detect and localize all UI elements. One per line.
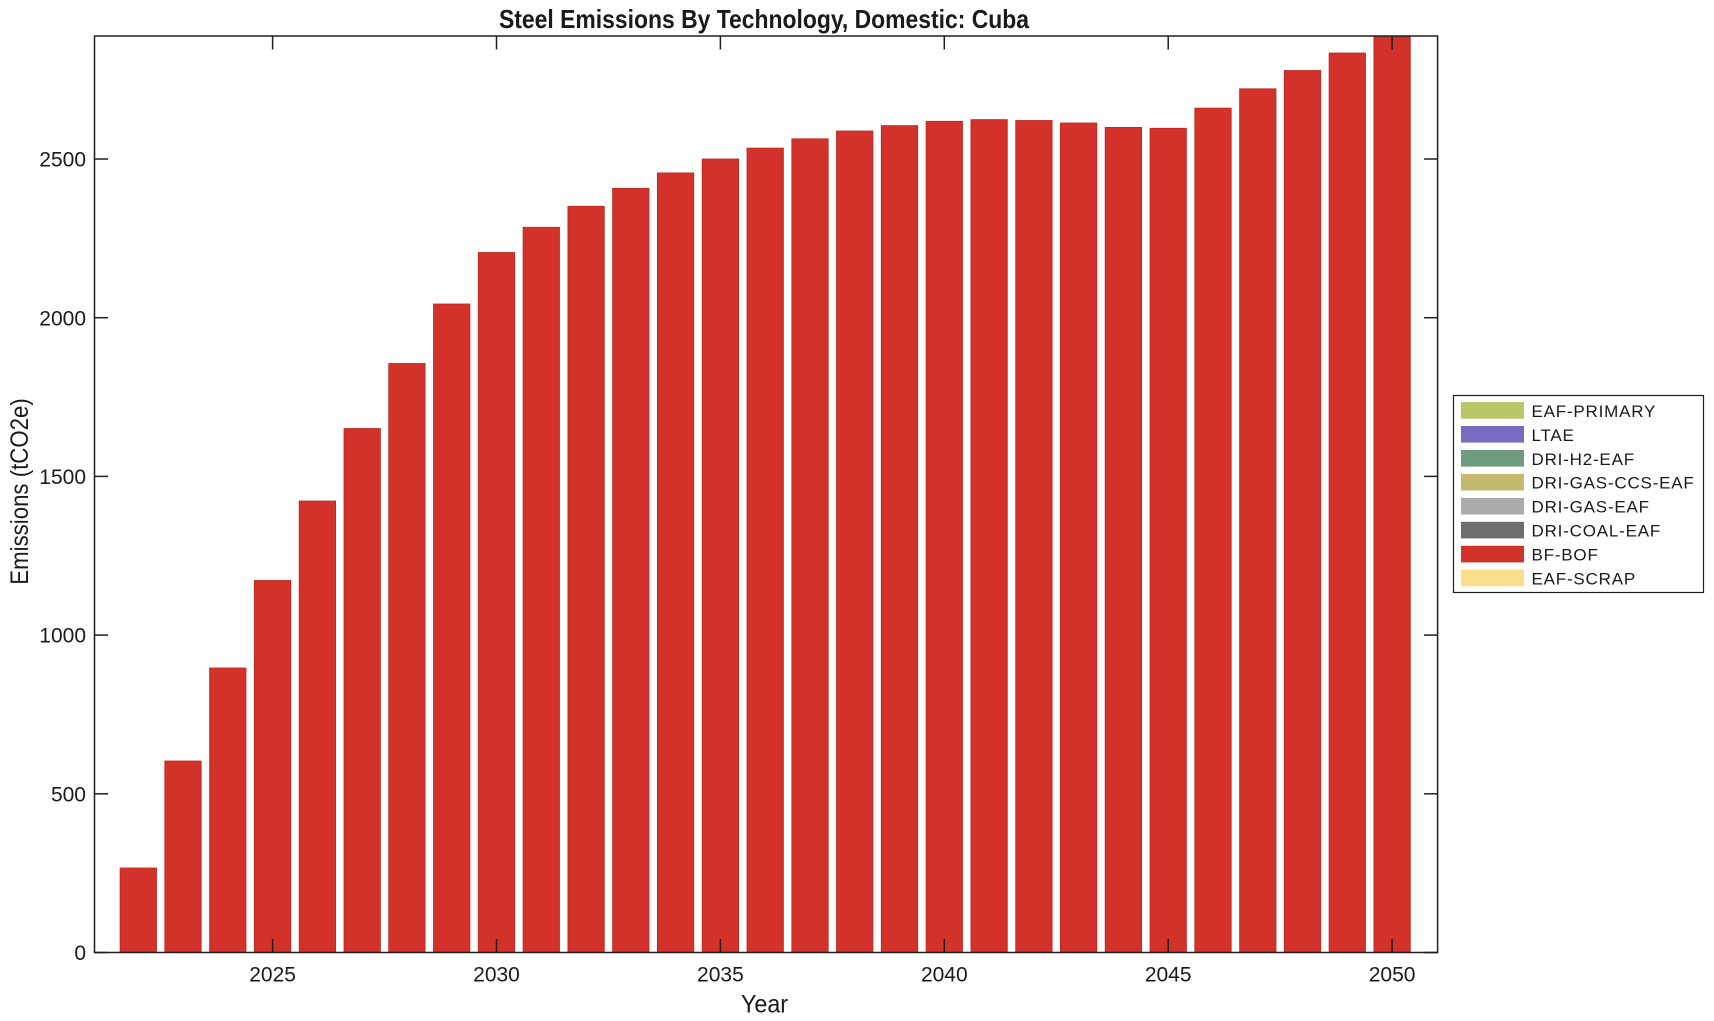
svg-text:Year: Year (741, 990, 788, 1018)
svg-text:EAF-SCRAP: EAF-SCRAP (1532, 570, 1637, 589)
svg-text:Steel Emissions By Technology,: Steel Emissions By Technology, Domestic:… (499, 4, 1029, 34)
svg-text:2025: 2025 (249, 964, 296, 987)
svg-text:DRI-GAS-CCS-EAF: DRI-GAS-CCS-EAF (1532, 474, 1695, 493)
svg-text:2040: 2040 (921, 964, 968, 987)
svg-text:2050: 2050 (1369, 964, 1416, 987)
svg-text:DRI-H2-EAF: DRI-H2-EAF (1532, 450, 1635, 469)
svg-text:DRI-COAL-EAF: DRI-COAL-EAF (1532, 522, 1662, 541)
svg-text:2030: 2030 (473, 964, 520, 987)
svg-text:0: 0 (74, 942, 86, 965)
svg-text:2045: 2045 (1145, 964, 1192, 987)
svg-text:DRI-GAS-EAF: DRI-GAS-EAF (1532, 498, 1650, 517)
svg-text:BF-BOF: BF-BOF (1532, 546, 1599, 565)
svg-text:500: 500 (51, 783, 86, 806)
svg-text:EAF-PRIMARY: EAF-PRIMARY (1532, 402, 1657, 421)
svg-text:Emissions (tCO2e): Emissions (tCO2e) (6, 398, 34, 584)
svg-text:2000: 2000 (39, 307, 86, 330)
svg-text:1000: 1000 (39, 625, 86, 648)
svg-text:1500: 1500 (39, 466, 86, 489)
svg-text:LTAE: LTAE (1532, 426, 1575, 445)
svg-text:2035: 2035 (697, 964, 744, 987)
svg-text:2500: 2500 (39, 149, 86, 172)
